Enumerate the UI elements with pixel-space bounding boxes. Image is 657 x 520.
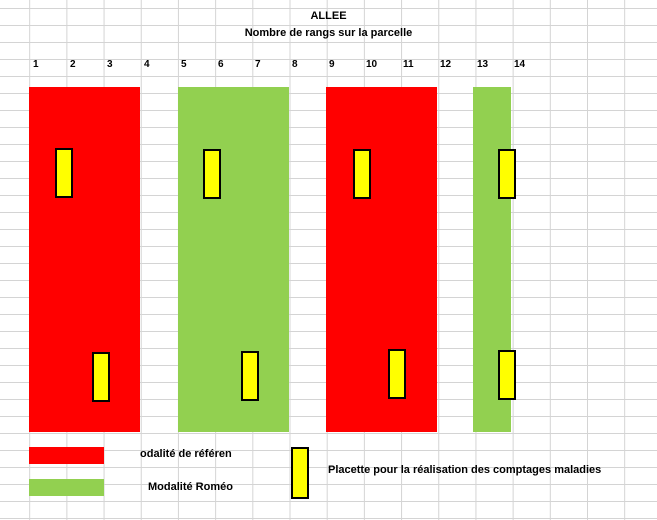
row-number-11: 11 bbox=[403, 59, 414, 70]
row-number-13: 13 bbox=[477, 59, 489, 70]
row-number-1: 1 bbox=[33, 59, 39, 70]
row-number-7: 7 bbox=[255, 59, 261, 70]
placette-marker bbox=[203, 149, 221, 199]
legend-placette-label: Placette pour la réalisation des comptag… bbox=[328, 464, 602, 476]
placette-marker bbox=[241, 351, 259, 401]
placette-marker bbox=[498, 149, 516, 199]
row-number-6: 6 bbox=[218, 59, 224, 70]
placette-marker bbox=[55, 148, 73, 198]
legend-placette-swatch bbox=[291, 447, 309, 499]
row-number-9: 9 bbox=[329, 59, 335, 70]
row-number-12: 12 bbox=[440, 59, 452, 70]
romeo-band-rows-5-7 bbox=[178, 87, 289, 432]
row-number-4: 4 bbox=[144, 59, 150, 70]
legend-reference-label: odalité de référen bbox=[140, 448, 232, 460]
row-number-5: 5 bbox=[181, 59, 187, 70]
rows-count-subtitle: Nombre de rangs sur la parcelle bbox=[244, 27, 413, 39]
reference-band-rows-9-11 bbox=[326, 87, 437, 432]
row-number-14: 14 bbox=[514, 59, 526, 70]
legend-reference-swatch bbox=[29, 447, 104, 464]
reference-band-rows-1-3 bbox=[29, 87, 140, 432]
row-number-8: 8 bbox=[292, 59, 298, 70]
row-number-2: 2 bbox=[70, 59, 76, 70]
alley-title: ALLEE bbox=[310, 10, 347, 22]
row-number-10: 10 bbox=[366, 59, 378, 70]
placette-marker bbox=[353, 149, 371, 199]
legend-romeo-label: Modalité Roméo bbox=[148, 481, 233, 493]
legend-romeo-swatch bbox=[29, 479, 104, 496]
placette-marker bbox=[498, 350, 516, 400]
row-number-3: 3 bbox=[107, 59, 113, 70]
placette-marker bbox=[92, 352, 110, 402]
placette-marker bbox=[388, 349, 406, 399]
